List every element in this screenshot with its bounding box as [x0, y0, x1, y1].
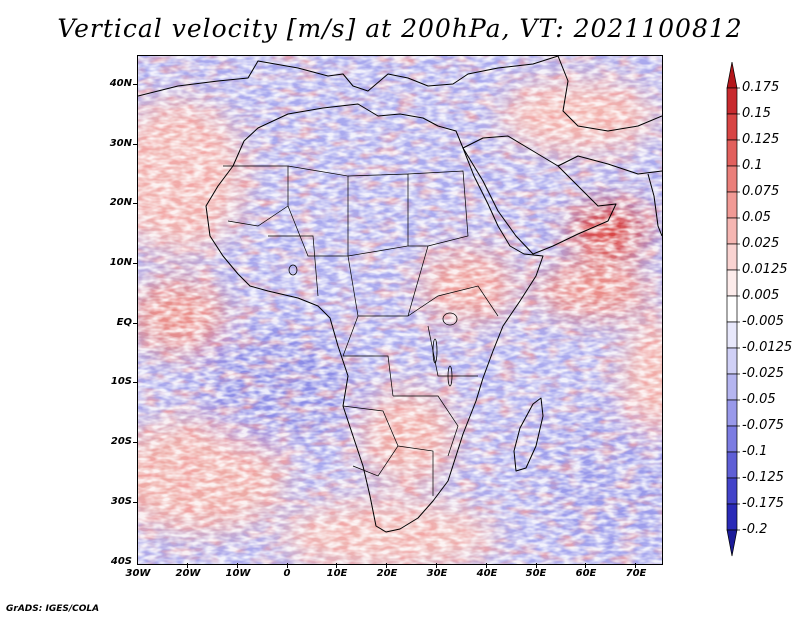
colorbar-label: -0.125 — [742, 470, 784, 485]
colorbar-label: 0.05 — [742, 210, 771, 225]
country-borders — [223, 165, 499, 496]
y-axis-label: 40N — [109, 78, 132, 89]
y-tick — [133, 263, 138, 264]
x-tick — [336, 563, 337, 568]
colorbar-label: -0.005 — [742, 314, 784, 329]
colorbar-bin — [726, 425, 738, 453]
x-tick — [486, 563, 487, 568]
colorbar-label: -0.0125 — [742, 340, 793, 355]
y-tick — [133, 323, 138, 324]
x-axis-label: 0 — [283, 568, 291, 579]
colorbar-bin — [726, 529, 738, 557]
colorbar-bin — [726, 321, 738, 349]
x-axis-label: 20E — [376, 568, 398, 579]
colorbar-label: 0.075 — [742, 184, 780, 199]
coastlines — [138, 56, 662, 533]
y-axis-label: 30N — [109, 138, 132, 149]
map-title: Vertical velocity [m/s] at 200hPa, VT: 2… — [57, 14, 743, 43]
x-tick — [237, 563, 238, 568]
y-axis-label: 20N — [109, 197, 132, 208]
x-tick — [386, 563, 387, 568]
colorbar-bin — [726, 217, 738, 245]
colorbar-bin — [726, 503, 738, 531]
y-tick — [133, 203, 138, 204]
colorbar — [726, 62, 740, 557]
colorbar-bin — [726, 373, 738, 401]
colorbar-label: 0.125 — [742, 132, 780, 147]
colorbar-label: -0.1 — [742, 444, 768, 459]
x-tick — [436, 563, 437, 568]
y-tick — [133, 442, 138, 443]
x-tick — [585, 563, 586, 568]
colorbar-bin — [726, 62, 738, 89]
colorbar-bin — [726, 113, 738, 141]
x-axis-label: 30E — [426, 568, 448, 579]
y-axis-label: 10S — [110, 376, 132, 387]
y-axis-label: 30S — [110, 496, 132, 507]
colorbar-bin — [726, 191, 738, 219]
colorbar-bin — [726, 451, 738, 479]
lakes — [288, 264, 458, 387]
colorbar-bin — [726, 165, 738, 193]
colorbar-label: 0.15 — [742, 106, 771, 121]
colorbar-label: -0.025 — [742, 366, 784, 381]
y-axis-label: 20S — [110, 436, 132, 447]
colorbar-bin — [726, 243, 738, 271]
x-tick — [536, 563, 537, 568]
colorbar-bin — [726, 295, 738, 323]
y-tick — [133, 382, 138, 383]
colorbar-bin — [726, 139, 738, 167]
vertical-velocity-map — [138, 56, 662, 564]
y-axis-label: 10N — [109, 257, 132, 268]
y-axis-label: EQ — [116, 317, 132, 328]
colorbar-bin — [726, 399, 738, 427]
x-axis-label: 20W — [175, 568, 201, 579]
y-axis-label: 40S — [110, 556, 132, 567]
y-tick — [133, 502, 138, 503]
colorbar-label: 0.025 — [742, 236, 780, 251]
colorbar-label: 0.1 — [742, 158, 763, 173]
x-axis-label: 40E — [476, 568, 498, 579]
colorbar-bin — [726, 477, 738, 505]
x-axis-label: 10W — [225, 568, 251, 579]
colorbar-label: 0.005 — [742, 288, 780, 303]
field-white-streaks — [138, 56, 662, 564]
x-axis-label: 70E — [625, 568, 647, 579]
x-tick — [187, 563, 188, 568]
colorbar-bin — [726, 269, 738, 297]
colorbar-bin — [726, 347, 738, 375]
x-axis-label: 50E — [525, 568, 547, 579]
colorbar-label: -0.2 — [742, 522, 768, 537]
x-axis-label: 30W — [125, 568, 151, 579]
colorbar-label: 0.0125 — [742, 262, 788, 277]
x-axis-label: 10E — [326, 568, 348, 579]
x-tick — [287, 563, 288, 568]
y-tick — [133, 144, 138, 145]
y-tick — [133, 84, 138, 85]
map-frame — [137, 55, 663, 565]
grads-credit: GrADS: IGES/COLA — [6, 604, 100, 614]
colorbar-label: -0.05 — [742, 392, 776, 407]
colorbar-label: -0.075 — [742, 418, 784, 433]
colorbar-bin — [726, 87, 738, 115]
colorbar-label: -0.175 — [742, 496, 784, 511]
colorbar-label: 0.175 — [742, 80, 780, 95]
x-tick — [635, 563, 636, 568]
x-axis-label: 60E — [575, 568, 597, 579]
